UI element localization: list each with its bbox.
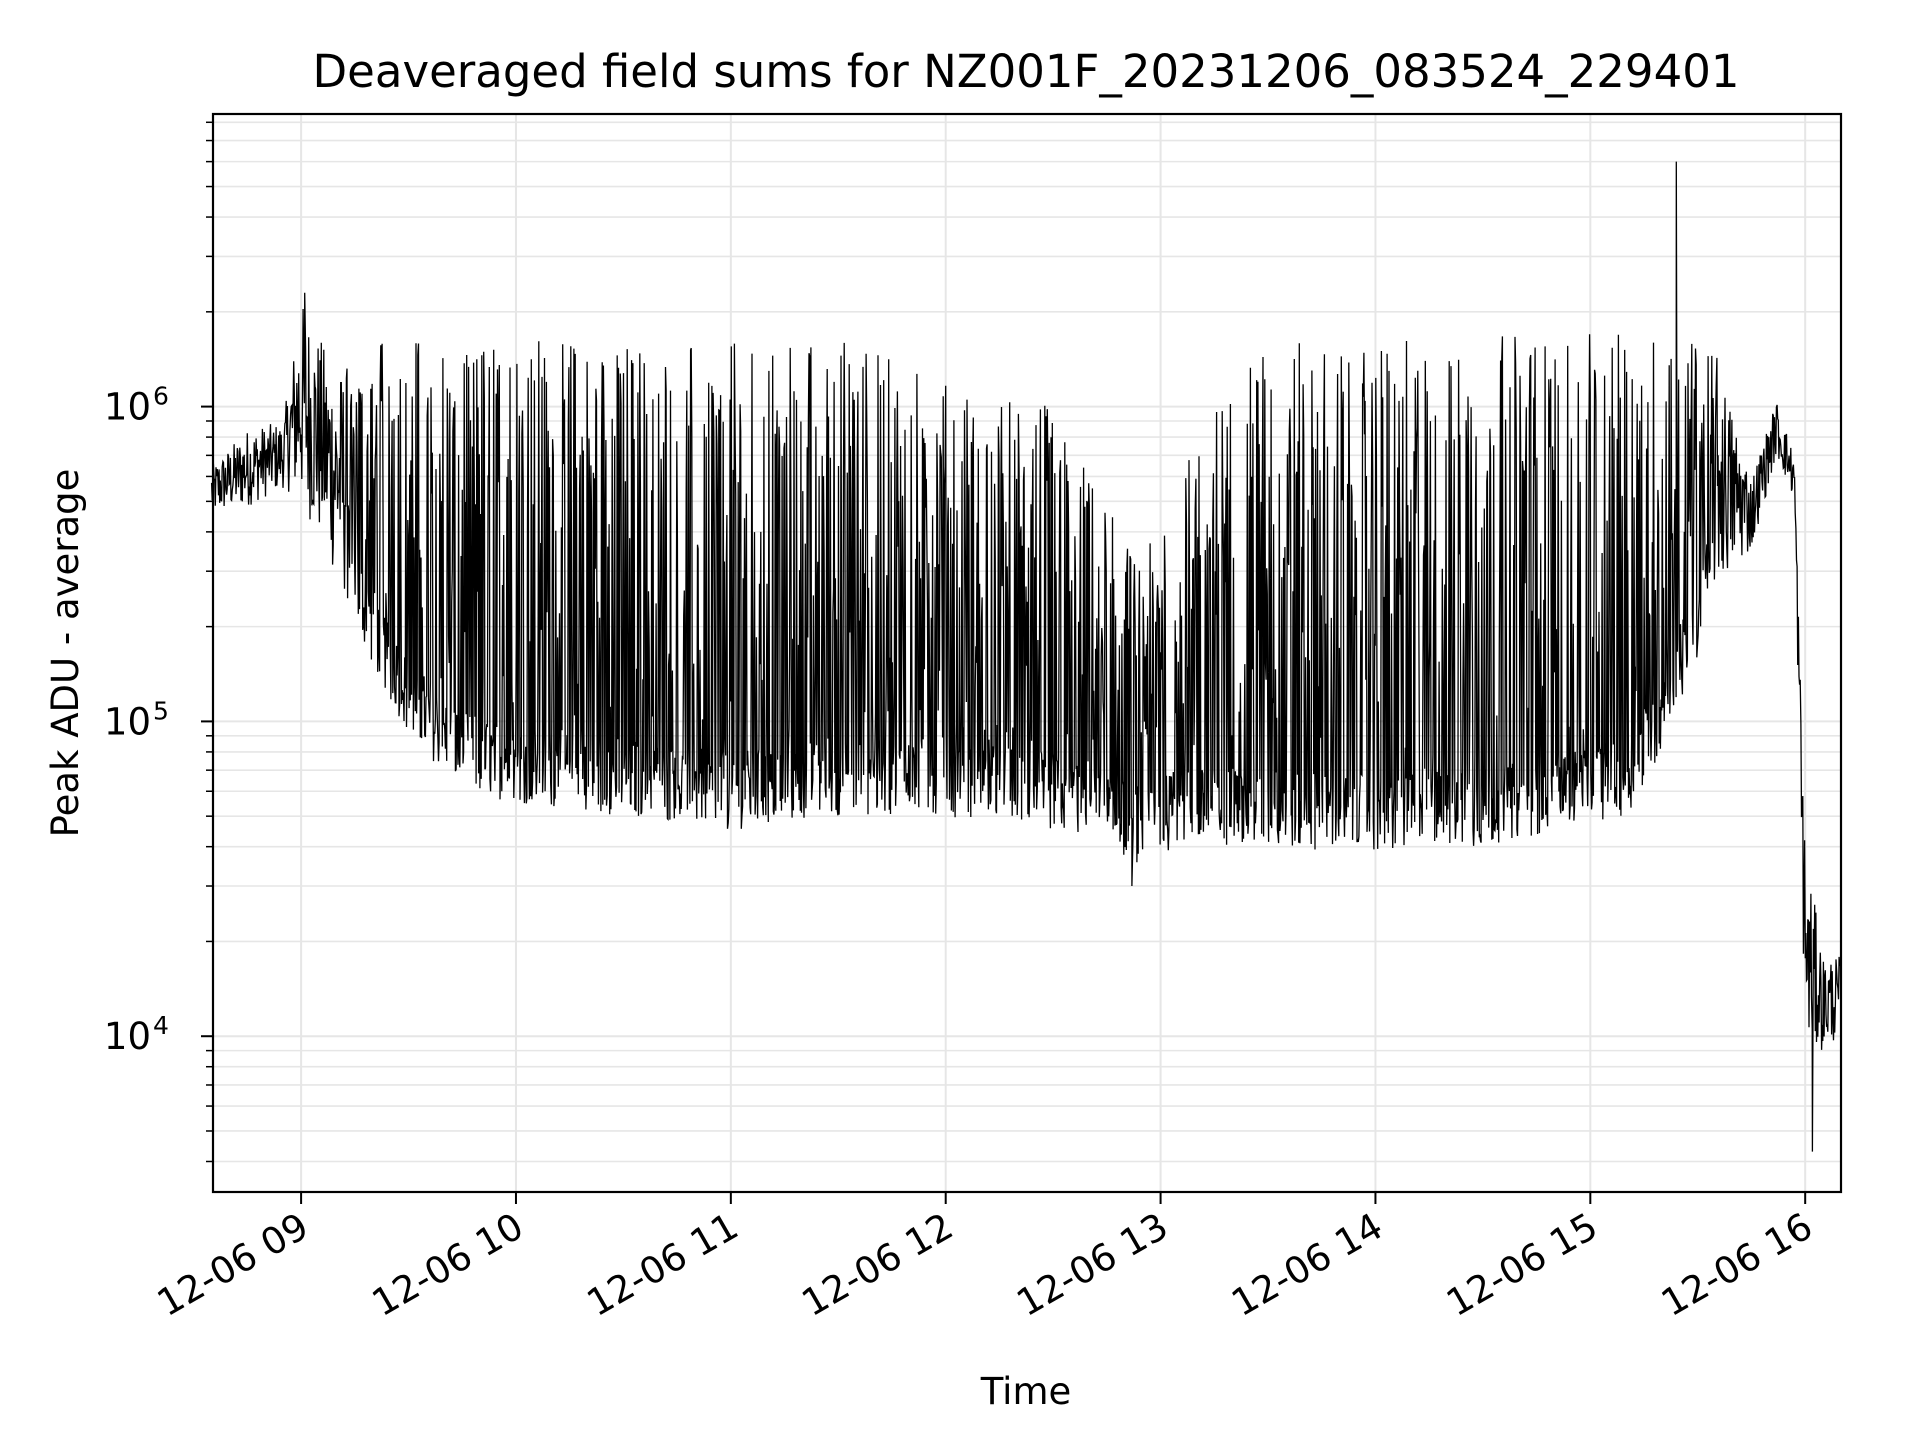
plot-frame [211, 112, 1843, 1194]
data-series-line [210, 161, 1842, 1152]
y-tick-exponent: 4 [153, 1011, 169, 1040]
y-tick-exponent: 6 [153, 382, 169, 411]
y-tick-label: 10 [104, 700, 151, 743]
series-path [210, 161, 1842, 1152]
y-axis-label: Peak ADU - average [44, 469, 87, 838]
y-tick-exponent: 5 [153, 696, 169, 725]
y-tick-label: 10 [104, 1015, 151, 1058]
chart-title: Deaveraged field sums for NZ001F_2023120… [313, 45, 1740, 98]
x-axis-label: Time [980, 1370, 1072, 1413]
y-tick-label: 10 [104, 386, 151, 429]
